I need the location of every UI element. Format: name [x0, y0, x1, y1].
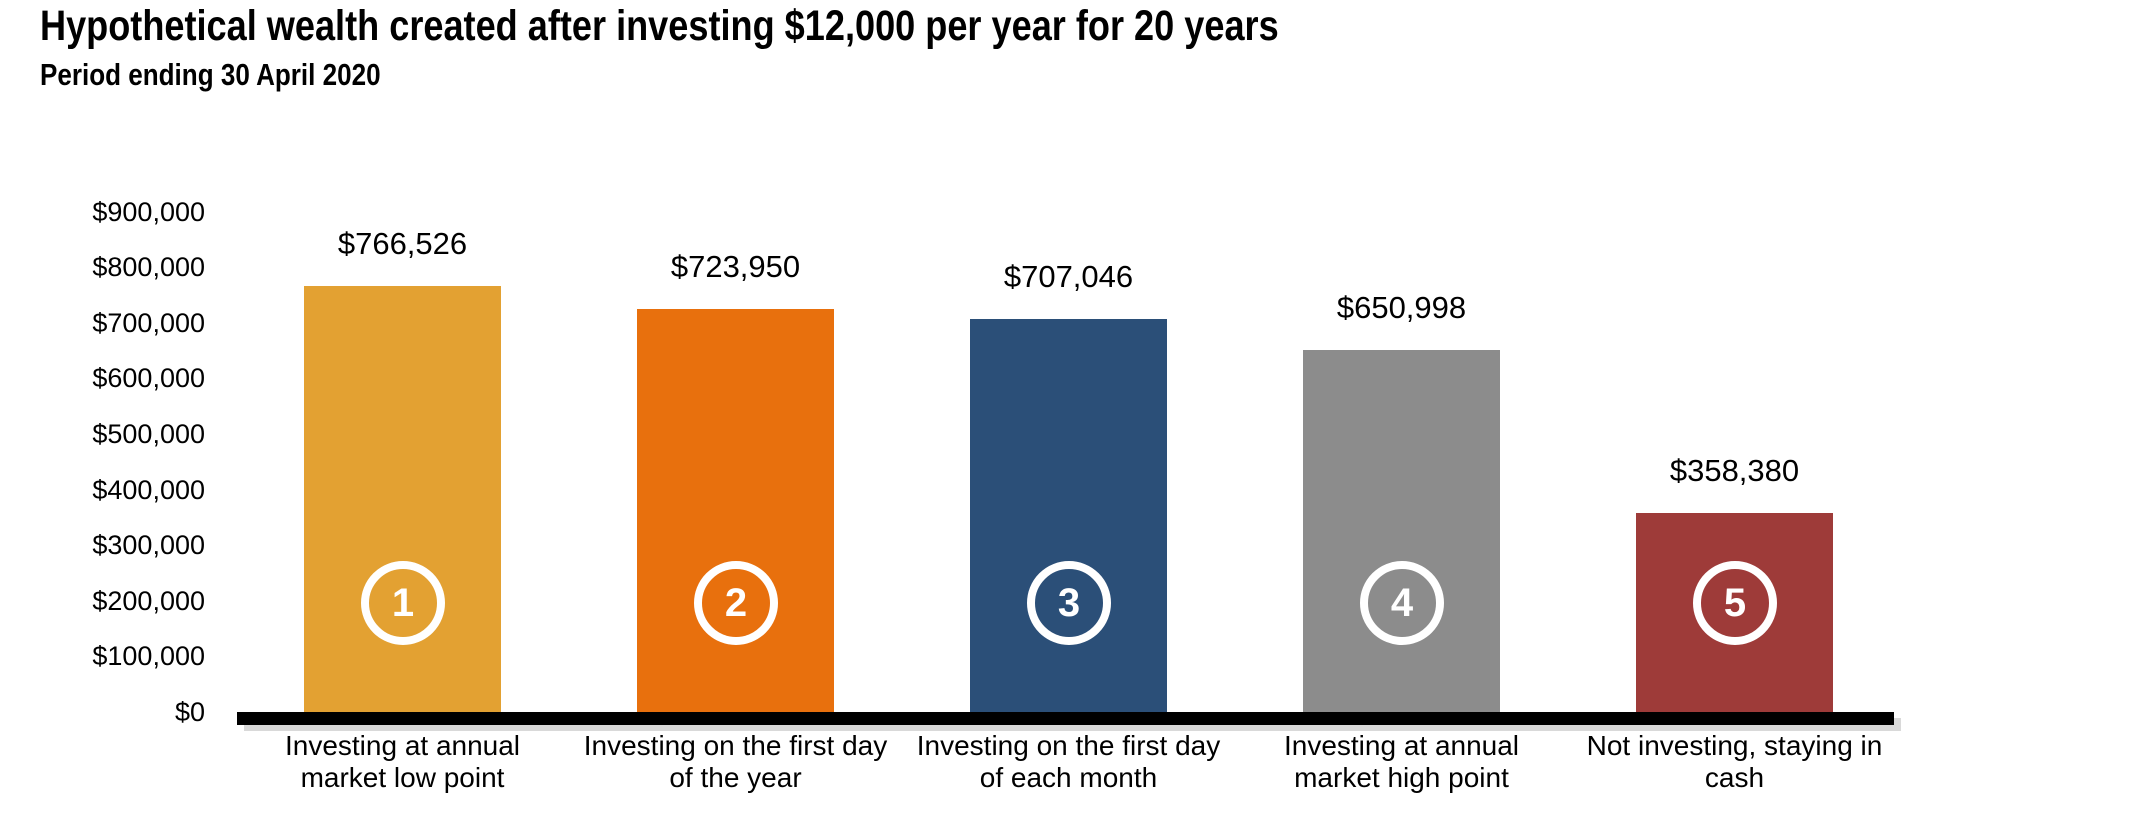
y-axis-tick-label: $700,000: [92, 307, 205, 338]
bar-value-label: $650,998: [1336, 290, 1467, 325]
y-axis-tick-label: $500,000: [92, 419, 205, 449]
bar-value-label: $358,380: [1669, 453, 1800, 488]
category-label: Investing on the first day of the year: [583, 730, 888, 793]
category-label: Investing at annual market high point: [1283, 730, 1520, 793]
y-axis-tick-label: $300,000: [92, 530, 205, 561]
badge-number: 1: [391, 580, 415, 625]
numbered-circle-badge: 2: [694, 561, 778, 645]
bar-value-label: $723,950: [670, 249, 801, 284]
badge-number: 3: [1057, 580, 1081, 625]
bar: 2: [637, 309, 834, 712]
y-axis-tick-label: $800,000: [92, 252, 205, 283]
y-axis-tick-label: $900,000: [92, 196, 205, 227]
numbered-circle-badge: 3: [1027, 561, 1111, 645]
bar: 1: [304, 286, 501, 712]
chart-subtitle: Period ending 30 April 2020: [40, 57, 381, 92]
y-axis-tick-label: $100,000: [92, 641, 205, 672]
chart-title: Hypothetical wealth created after invest…: [40, 2, 1279, 50]
y-axis-tick-label: $600,000: [92, 363, 205, 394]
numbered-circle-badge: 4: [1360, 561, 1444, 645]
badge-number: 5: [1723, 580, 1747, 625]
bar: 3: [970, 319, 1167, 712]
category-label: Not investing, staying in cash: [1586, 730, 1883, 793]
bar-value-label: $766,526: [337, 226, 468, 261]
badge-number: 4: [1390, 580, 1414, 625]
bar: 4: [1303, 350, 1500, 712]
y-axis-tick-label: $200,000: [92, 585, 205, 616]
y-axis-tick-label: $400,000: [92, 474, 205, 505]
badge-number: 2: [724, 580, 748, 625]
category-label: Investing on the first day of each month: [916, 730, 1221, 793]
y-axis-tick-label: $0: [174, 697, 205, 727]
numbered-circle-badge: 1: [361, 561, 445, 645]
category-label: Investing at annual market low point: [284, 730, 521, 793]
bar: 5: [1636, 513, 1833, 712]
numbered-circle-badge: 5: [1693, 561, 1777, 645]
x-axis-line: [237, 712, 1894, 725]
bar-value-label: $707,046: [1003, 259, 1134, 294]
